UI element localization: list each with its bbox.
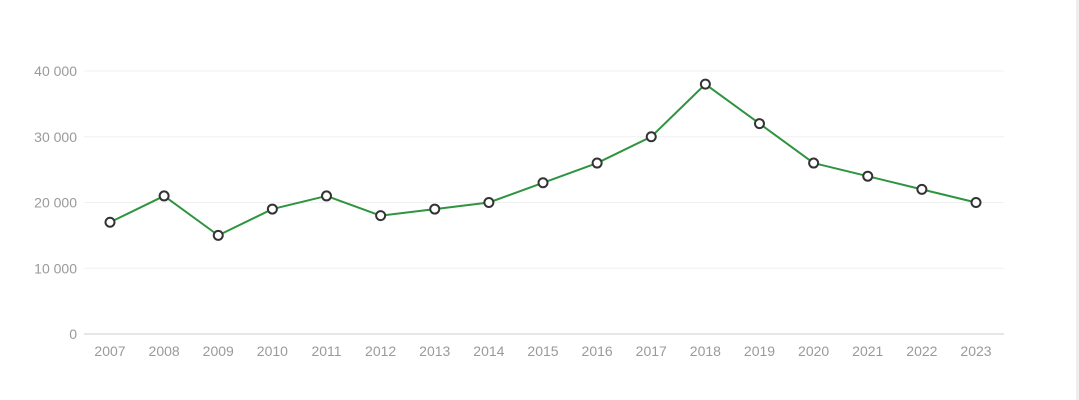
data-point-2009 — [212, 229, 224, 241]
x-tick-label-2022: 2022 — [906, 343, 937, 359]
window-edge — [1076, 0, 1079, 400]
grid-lines — [84, 70, 1004, 269]
x-tick-label-2020: 2020 — [798, 343, 829, 359]
data-point-2013 — [429, 203, 441, 215]
x-tick-label-2010: 2010 — [257, 343, 288, 359]
data-point-2015 — [537, 177, 549, 189]
x-tick-label-2007: 2007 — [94, 343, 125, 359]
x-tick-label-2019: 2019 — [744, 343, 775, 359]
data-point-2010 — [266, 203, 278, 215]
x-tick-label-2008: 2008 — [149, 343, 180, 359]
data-point-2020 — [808, 157, 820, 169]
x-tick-label-2016: 2016 — [582, 343, 613, 359]
x-tick-label-2012: 2012 — [365, 343, 396, 359]
data-point-2008 — [158, 190, 170, 202]
data-point-2023 — [970, 197, 982, 208]
x-tick-label-2014: 2014 — [473, 343, 504, 359]
data-point-2017 — [645, 131, 657, 143]
y-tick-label-20000: 20 000 — [34, 195, 77, 211]
x-tick-label-2011: 2011 — [311, 343, 341, 359]
data-point-2007 — [104, 216, 116, 228]
y-tick-label-0: 0 — [69, 326, 77, 342]
data-point-2021 — [862, 170, 874, 182]
data-point-2016 — [591, 157, 603, 169]
x-axis-tick-labels: 2007 2008 2009 2010 2011 2012 2013 2014 2015 2016… — [94, 343, 991, 359]
y-tick-label-30000: 30 000 — [34, 129, 77, 145]
data-point-2019 — [754, 118, 765, 130]
data-point-2022 — [916, 183, 928, 195]
y-tick-label-10000: 10 000 — [34, 260, 77, 276]
x-tick-label-2013: 2013 — [419, 343, 450, 359]
series-group — [104, 78, 982, 241]
y-axis-tick-labels: 0 10 000 20 000 30 000 40 000 — [34, 63, 77, 342]
data-point-2012 — [375, 210, 387, 222]
data-point-2011 — [321, 190, 332, 202]
series-line — [109, 83, 977, 237]
y-tick-label-40000: 40 000 — [34, 63, 77, 79]
x-tick-label-2018: 2018 — [690, 343, 721, 359]
x-tick-label-2023: 2023 — [960, 343, 991, 359]
x-tick-label-2009: 2009 — [203, 343, 234, 359]
x-tick-label-2021: 2021 — [852, 343, 883, 359]
x-tick-label-2017: 2017 — [636, 343, 667, 359]
data-point-2014 — [483, 197, 495, 208]
x-tick-label-2015: 2015 — [527, 343, 558, 359]
data-point-2018 — [699, 78, 711, 90]
